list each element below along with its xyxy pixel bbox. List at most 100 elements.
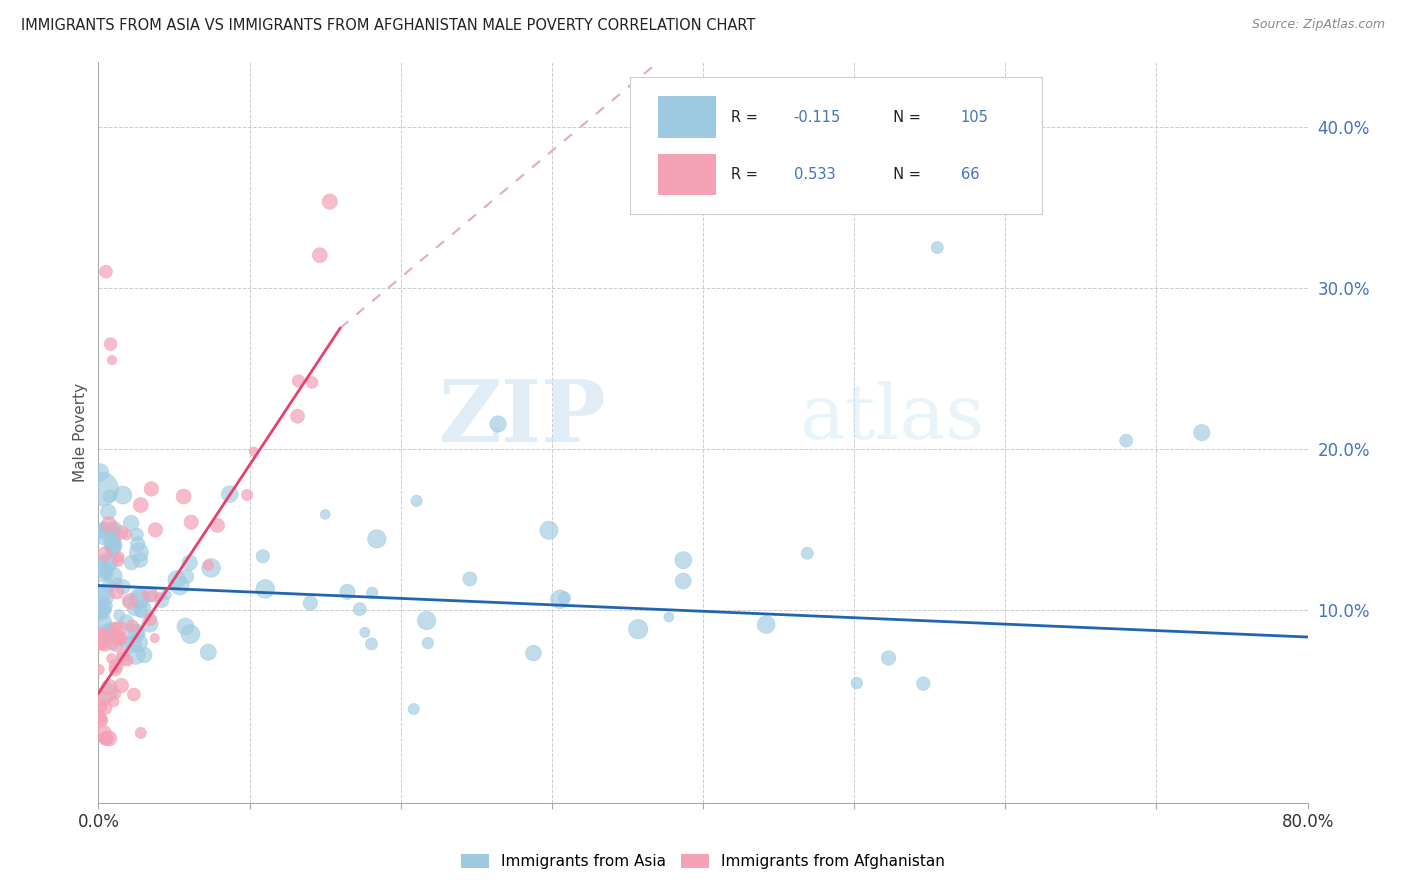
Point [107, 553, 129, 567]
Text: N =: N = [884, 110, 927, 125]
Point [111, 580, 134, 594]
Point [548, 592, 571, 607]
Point [180, 515, 202, 529]
Point [93, 601, 115, 615]
Point [94, 624, 117, 639]
Point [111, 488, 134, 502]
Point [537, 523, 560, 537]
Point [349, 602, 371, 616]
FancyBboxPatch shape [630, 78, 1042, 214]
Y-axis label: Male Poverty: Male Poverty [73, 383, 87, 483]
Point [93, 563, 115, 577]
Point [112, 651, 135, 665]
Text: IMMIGRANTS FROM ASIA VS IMMIGRANTS FROM AFGHANISTAN MALE POVERTY CORRELATION CHA: IMMIGRANTS FROM ASIA VS IMMIGRANTS FROM … [21, 18, 755, 33]
Point [89, 466, 111, 480]
Point [103, 530, 125, 544]
Point [486, 417, 509, 431]
Point [93, 524, 115, 538]
Point [125, 625, 148, 640]
Point [128, 592, 150, 607]
Point [218, 487, 240, 501]
Point [301, 376, 323, 390]
Point [122, 637, 145, 651]
Point [319, 194, 342, 209]
Point [103, 694, 125, 708]
Text: -0.115: -0.115 [793, 110, 841, 125]
Point [366, 532, 388, 546]
Text: atlas: atlas [800, 381, 986, 455]
Point [141, 482, 163, 496]
Point [139, 587, 162, 601]
Point [105, 659, 128, 673]
Point [104, 687, 127, 701]
Point [101, 533, 124, 548]
Point [91, 638, 114, 652]
Point [90, 639, 112, 653]
Point [672, 553, 695, 567]
Point [91, 629, 114, 643]
Point [912, 676, 935, 690]
Point [458, 572, 481, 586]
Point [200, 561, 222, 575]
Point [104, 622, 127, 636]
Point [150, 593, 173, 607]
Bar [658, 153, 716, 195]
Point [845, 676, 868, 690]
Point [94, 547, 117, 561]
Point [104, 663, 127, 677]
Point [103, 523, 125, 537]
Point [129, 726, 152, 740]
Point [1191, 425, 1213, 440]
Point [197, 558, 219, 573]
Point [91, 628, 114, 642]
Text: R =: R = [731, 110, 762, 125]
Point [927, 240, 949, 255]
Point [94, 265, 117, 279]
Point [98, 731, 121, 746]
Bar [658, 96, 716, 138]
Point [308, 248, 330, 262]
Point [98, 579, 121, 593]
Point [110, 678, 132, 692]
Point [129, 553, 152, 567]
Point [98, 489, 121, 503]
Point [96, 731, 118, 746]
Point [97, 517, 120, 532]
Point [100, 620, 122, 634]
Point [103, 541, 125, 555]
Point [134, 648, 156, 662]
Point [120, 516, 142, 530]
Point [94, 700, 117, 714]
Point [94, 589, 117, 603]
Point [877, 651, 900, 665]
Point [243, 444, 266, 458]
Text: Source: ZipAtlas.com: Source: ZipAtlas.com [1251, 18, 1385, 31]
Legend: Immigrants from Asia, Immigrants from Afghanistan: Immigrants from Asia, Immigrants from Af… [461, 855, 945, 869]
Point [166, 573, 188, 587]
Point [148, 590, 170, 604]
Point [416, 636, 439, 650]
Point [101, 353, 124, 368]
Point [89, 524, 111, 539]
Point [94, 528, 117, 542]
Point [115, 528, 138, 542]
Point [108, 608, 131, 623]
Point [90, 565, 112, 579]
Point [100, 337, 122, 351]
Point [97, 686, 120, 700]
Point [129, 498, 152, 512]
Point [93, 731, 115, 746]
Point [117, 594, 139, 608]
Point [415, 614, 437, 628]
Point [207, 518, 229, 533]
Point [124, 648, 146, 662]
Point [360, 637, 382, 651]
Text: 66: 66 [960, 167, 979, 182]
Point [108, 621, 131, 635]
Point [141, 590, 163, 604]
Point [361, 586, 384, 600]
Point [336, 584, 359, 599]
Point [90, 714, 112, 728]
Point [155, 588, 177, 602]
Point [94, 731, 117, 746]
